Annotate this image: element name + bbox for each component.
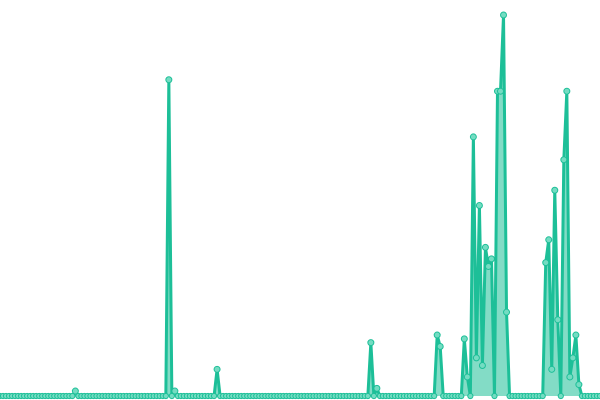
data-point (542, 259, 550, 267)
data-point (472, 354, 480, 362)
data-point (370, 392, 377, 400)
data-point (572, 331, 580, 339)
series-area (0, 15, 600, 396)
data-point (545, 236, 553, 244)
data-point (213, 365, 221, 373)
data-point (569, 354, 577, 362)
data-point (460, 335, 468, 343)
data-point (554, 316, 562, 324)
data-point (463, 373, 471, 381)
data-point (596, 392, 600, 400)
line-layer (0, 13, 600, 398)
data-point (539, 392, 546, 400)
data-point (557, 392, 564, 400)
data-point (551, 186, 559, 194)
data-point (575, 381, 583, 389)
data-point (168, 392, 175, 400)
data-point (165, 76, 173, 84)
data-point (458, 392, 465, 400)
data-point (433, 331, 441, 339)
marker-layer (0, 11, 600, 400)
data-point (373, 384, 381, 392)
data-point (467, 392, 474, 400)
data-point (487, 255, 495, 263)
data-point (171, 387, 179, 395)
data-point (566, 373, 574, 381)
series-line (0, 13, 600, 398)
data-point (481, 243, 489, 251)
data-point (71, 387, 79, 395)
data-point (431, 392, 438, 400)
data-point (563, 87, 571, 95)
data-point (500, 11, 508, 19)
data-point (469, 133, 477, 141)
data-point (503, 308, 511, 316)
area-layer (0, 15, 600, 396)
data-point (484, 262, 492, 270)
data-point (475, 202, 483, 209)
data-point (210, 392, 218, 400)
data-point (69, 392, 76, 400)
data-point (491, 392, 498, 400)
data-point (560, 156, 568, 164)
data-point (367, 339, 375, 347)
data-point (162, 392, 169, 400)
data-point (436, 342, 444, 350)
data-point (548, 365, 556, 373)
data-point (478, 362, 486, 370)
data-point (497, 87, 505, 95)
data-point (364, 392, 371, 400)
